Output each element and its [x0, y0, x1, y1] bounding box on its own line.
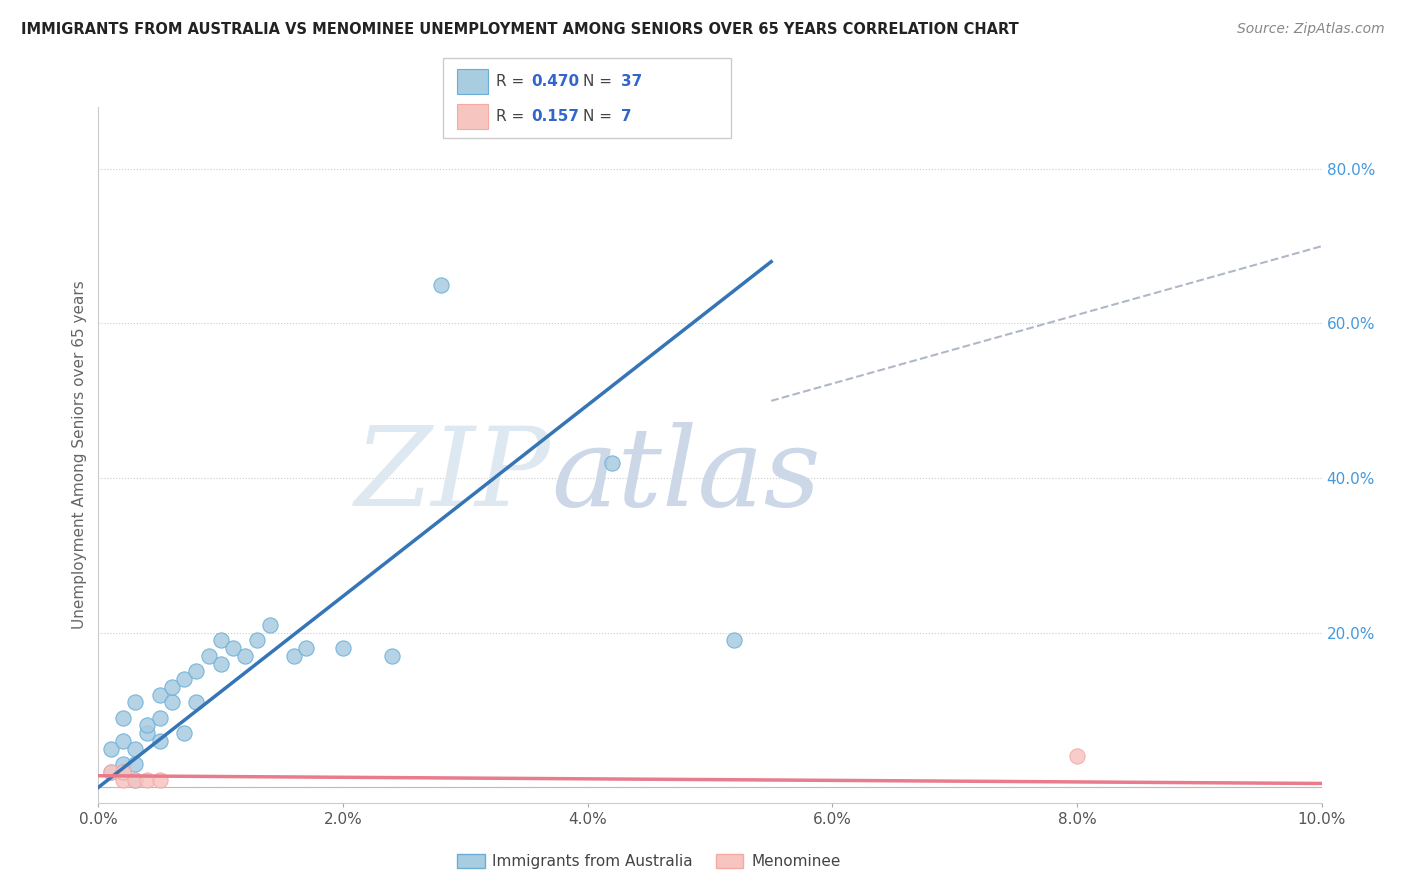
Point — [124, 741, 146, 756]
Point — [136, 772, 159, 787]
Point — [186, 695, 208, 709]
Point — [160, 680, 183, 694]
Point — [100, 741, 122, 756]
Point — [111, 764, 134, 779]
Text: Source: ZipAtlas.com: Source: ZipAtlas.com — [1237, 22, 1385, 37]
Point — [100, 764, 122, 779]
Point — [111, 711, 134, 725]
Point — [136, 718, 159, 732]
Text: IMMIGRANTS FROM AUSTRALIA VS MENOMINEE UNEMPLOYMENT AMONG SENIORS OVER 65 YEARS : IMMIGRANTS FROM AUSTRALIA VS MENOMINEE U… — [21, 22, 1019, 37]
Point — [259, 618, 281, 632]
Point — [111, 734, 134, 748]
Point — [332, 641, 354, 656]
Point — [124, 772, 146, 787]
Point — [209, 633, 232, 648]
Point — [295, 641, 318, 656]
Point — [149, 711, 172, 725]
Point — [1066, 749, 1088, 764]
Text: atlas: atlas — [551, 422, 821, 530]
Point — [197, 648, 219, 663]
Point — [149, 772, 172, 787]
Legend: Immigrants from Australia, Menominee: Immigrants from Australia, Menominee — [451, 848, 846, 875]
Point — [186, 665, 208, 679]
Point — [111, 764, 134, 779]
Text: 0.470: 0.470 — [531, 74, 579, 89]
Point — [149, 688, 172, 702]
Text: ZIP: ZIP — [356, 422, 551, 530]
Point — [222, 641, 245, 656]
Text: 7: 7 — [621, 109, 633, 124]
Point — [111, 772, 134, 787]
Point — [136, 726, 159, 740]
Point — [283, 648, 305, 663]
Point — [246, 633, 269, 648]
Point — [100, 764, 122, 779]
Point — [430, 277, 453, 292]
Text: R =: R = — [496, 74, 530, 89]
Point — [173, 672, 195, 686]
Point — [160, 695, 183, 709]
Point — [723, 633, 745, 648]
Point — [600, 456, 623, 470]
Point — [173, 726, 195, 740]
Point — [124, 695, 146, 709]
Y-axis label: Unemployment Among Seniors over 65 years: Unemployment Among Seniors over 65 years — [72, 281, 87, 629]
Text: N =: N = — [583, 74, 617, 89]
Point — [124, 772, 146, 787]
Point — [111, 757, 134, 772]
Text: 0.157: 0.157 — [531, 109, 579, 124]
Point — [233, 648, 256, 663]
Point — [209, 657, 232, 671]
Text: N =: N = — [583, 109, 617, 124]
Point — [381, 648, 404, 663]
Text: R =: R = — [496, 109, 530, 124]
Point — [149, 734, 172, 748]
Point — [124, 757, 146, 772]
Text: 37: 37 — [621, 74, 643, 89]
